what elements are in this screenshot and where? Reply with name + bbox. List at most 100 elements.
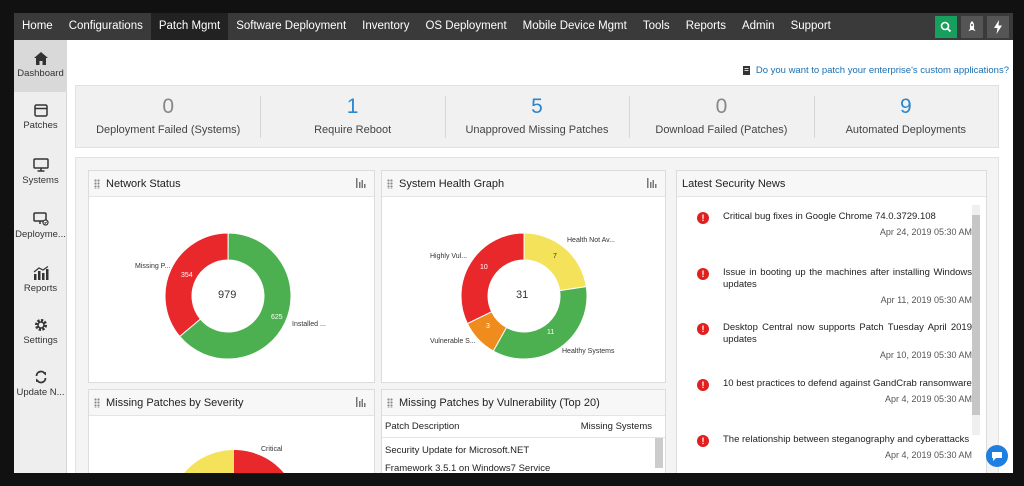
main-content: Do you want to patch your enterprise's c…: [68, 40, 1013, 473]
donut-value-highly: 10: [480, 264, 488, 271]
news-item[interactable]: ! Critical bug fixes in Google Chrome 74…: [691, 211, 972, 237]
search-icon: [940, 21, 952, 32]
patches-icon: [33, 104, 48, 117]
stat-value: 0: [715, 95, 728, 118]
gear-icon: [34, 319, 47, 331]
news-title[interactable]: 10 best practices to defend against Gand…: [723, 378, 972, 389]
nav-software-deployment[interactable]: Software Deployment: [236, 20, 347, 32]
news-item[interactable]: ! Desktop Central now supports Patch Tue…: [691, 322, 972, 360]
column-missing-systems[interactable]: Missing Systems: [580, 421, 652, 432]
sidebar-item-patches[interactable]: Patches: [14, 104, 67, 148]
stat-download-failed[interactable]: 0 Download Failed (Patches): [629, 86, 813, 147]
security-news-panel: Latest Security News ! Critical bug fixe…: [676, 170, 987, 473]
top-nav: Home Configurations Patch Mgmt Software …: [14, 13, 1013, 40]
donut-value-vulnerable: 3: [486, 323, 490, 330]
stat-deployment-failed[interactable]: 0 Deployment Failed (Systems): [76, 86, 260, 147]
table-row[interactable]: Security Update for Microsoft.NET: [385, 445, 530, 456]
refresh-icon: [35, 370, 46, 384]
panel-header[interactable]: System Health Graph: [382, 171, 665, 197]
news-item[interactable]: ! The relationship between steganography…: [691, 434, 972, 460]
stat-unapproved-missing[interactable]: 5 Unapproved Missing Patches: [444, 86, 629, 147]
sidebar-item-label: Dashboard: [17, 68, 64, 79]
system-health-donut[interactable]: [459, 231, 589, 361]
nav-configurations[interactable]: Configurations: [68, 20, 143, 32]
sidebar-item-systems[interactable]: Systems: [14, 158, 67, 202]
column-patch-description[interactable]: Patch Description: [385, 421, 460, 432]
news-title[interactable]: Issue in booting up the machines after i…: [723, 267, 972, 290]
nav-mobile-device-mgmt[interactable]: Mobile Device Mgmt: [522, 20, 627, 32]
table-header: Patch Description Missing Systems: [382, 416, 665, 438]
chat-button[interactable]: [986, 445, 1008, 467]
quick-launch-button[interactable]: [961, 15, 983, 38]
custom-apps-link[interactable]: Do you want to patch your enterprise's c…: [742, 65, 1009, 76]
bar-chart-icon[interactable]: [356, 397, 366, 407]
donut-slice-highly-vulnerable[interactable]: [460, 232, 525, 325]
table-scrollbar[interactable]: [655, 438, 663, 468]
bar-chart-icon[interactable]: [647, 178, 657, 188]
dashboard-panels: Network Status 979 Missing P... Installe…: [75, 157, 999, 473]
news-scrollbar[interactable]: [972, 205, 980, 435]
vulnerability-panel: Missing Patches by Vulnerability (Top 20…: [381, 389, 666, 473]
news-item[interactable]: ! Issue in booting up the machines after…: [691, 267, 972, 305]
donut-label-highly: Highly Vul...: [430, 253, 468, 260]
news-title[interactable]: Critical bug fixes in Google Chrome 74.0…: [723, 211, 936, 222]
drag-handle-icon[interactable]: [387, 397, 393, 408]
donut-slice-vulnerable-systems[interactable]: [466, 311, 508, 352]
search-button[interactable]: [935, 15, 957, 38]
nav-os-deployment[interactable]: OS Deployment: [425, 20, 507, 32]
system-health-panel: System Health Graph 31 Highly Vul... Hea…: [381, 170, 666, 383]
donut-value-missing: 354: [181, 272, 193, 279]
nav-inventory[interactable]: Inventory: [362, 20, 410, 32]
donut-value-healthy: 11: [547, 329, 555, 336]
panel-header[interactable]: Missing Patches by Vulnerability (Top 20…: [382, 390, 665, 416]
custom-apps-link-text: Do you want to patch your enterprise's c…: [755, 65, 1009, 76]
donut-slice-installed-patches[interactable]: [179, 232, 292, 360]
table-row[interactable]: Framework 3.5.1 on Windows7 Service: [385, 463, 551, 473]
sidebar-item-update[interactable]: Update N...: [14, 370, 67, 414]
donut-label-notav: Health Not Av...: [567, 237, 615, 244]
nav-tools[interactable]: Tools: [642, 20, 670, 32]
donut-center-total: 31: [516, 289, 529, 301]
nav-patch-mgmt[interactable]: Patch Mgmt: [150, 13, 229, 40]
panel-header[interactable]: Missing Patches by Severity: [89, 390, 374, 416]
actions-button[interactable]: [987, 15, 1009, 38]
nav-support[interactable]: Support: [790, 20, 831, 32]
drag-handle-icon[interactable]: [94, 178, 100, 189]
severity-panel: Missing Patches by Severity Critical: [88, 389, 375, 473]
sidebar-item-deployment[interactable]: Deployme...: [14, 212, 67, 256]
bar-chart-icon[interactable]: [356, 178, 366, 188]
panel-header: Latest Security News: [677, 171, 986, 197]
drag-handle-icon[interactable]: [387, 178, 393, 189]
nav-home[interactable]: Home: [22, 20, 53, 32]
nav-reports[interactable]: Reports: [685, 20, 726, 32]
deployment-icon: [32, 212, 49, 226]
nav-admin[interactable]: Admin: [741, 20, 775, 32]
alert-icon: !: [697, 212, 709, 224]
news-title[interactable]: Desktop Central now supports Patch Tuesd…: [723, 322, 972, 345]
reports-icon: [33, 266, 48, 280]
alert-icon: !: [697, 268, 709, 280]
stat-automated-deployments[interactable]: 9 Automated Deployments: [813, 86, 998, 147]
drag-handle-icon[interactable]: [94, 397, 100, 408]
donut-slice-healthy-systems[interactable]: [492, 286, 588, 360]
severity-donut[interactable]: [169, 450, 299, 473]
news-item[interactable]: ! 10 best practices to defend against Ga…: [691, 378, 972, 404]
sidebar-item-reports[interactable]: Reports: [14, 266, 67, 310]
panel-header[interactable]: Network Status: [89, 171, 374, 197]
news-title[interactable]: The relationship between steganography a…: [723, 434, 970, 445]
sidebar-item-label: Settings: [23, 335, 58, 346]
stat-require-reboot[interactable]: 1 Require Reboot: [260, 86, 444, 147]
alert-icon: !: [697, 435, 709, 447]
stat-value: 9: [899, 95, 912, 118]
network-status-donut[interactable]: [163, 231, 293, 361]
home-icon: [33, 52, 48, 65]
donut-label-missing: Missing P...: [135, 263, 171, 270]
sidebar: Dashboard Patches Systems Deployme... Re…: [14, 40, 67, 473]
panel-title: Network Status: [106, 177, 181, 190]
summary-bar: 0 Deployment Failed (Systems) 1 Require …: [75, 85, 999, 148]
sidebar-item-settings[interactable]: Settings: [14, 318, 67, 362]
donut-label-critical: Critical: [261, 446, 283, 453]
news-scrollbar-thumb[interactable]: [972, 215, 980, 415]
donut-slice-missing-patches[interactable]: [164, 232, 229, 338]
sidebar-item-dashboard[interactable]: Dashboard: [14, 40, 67, 92]
